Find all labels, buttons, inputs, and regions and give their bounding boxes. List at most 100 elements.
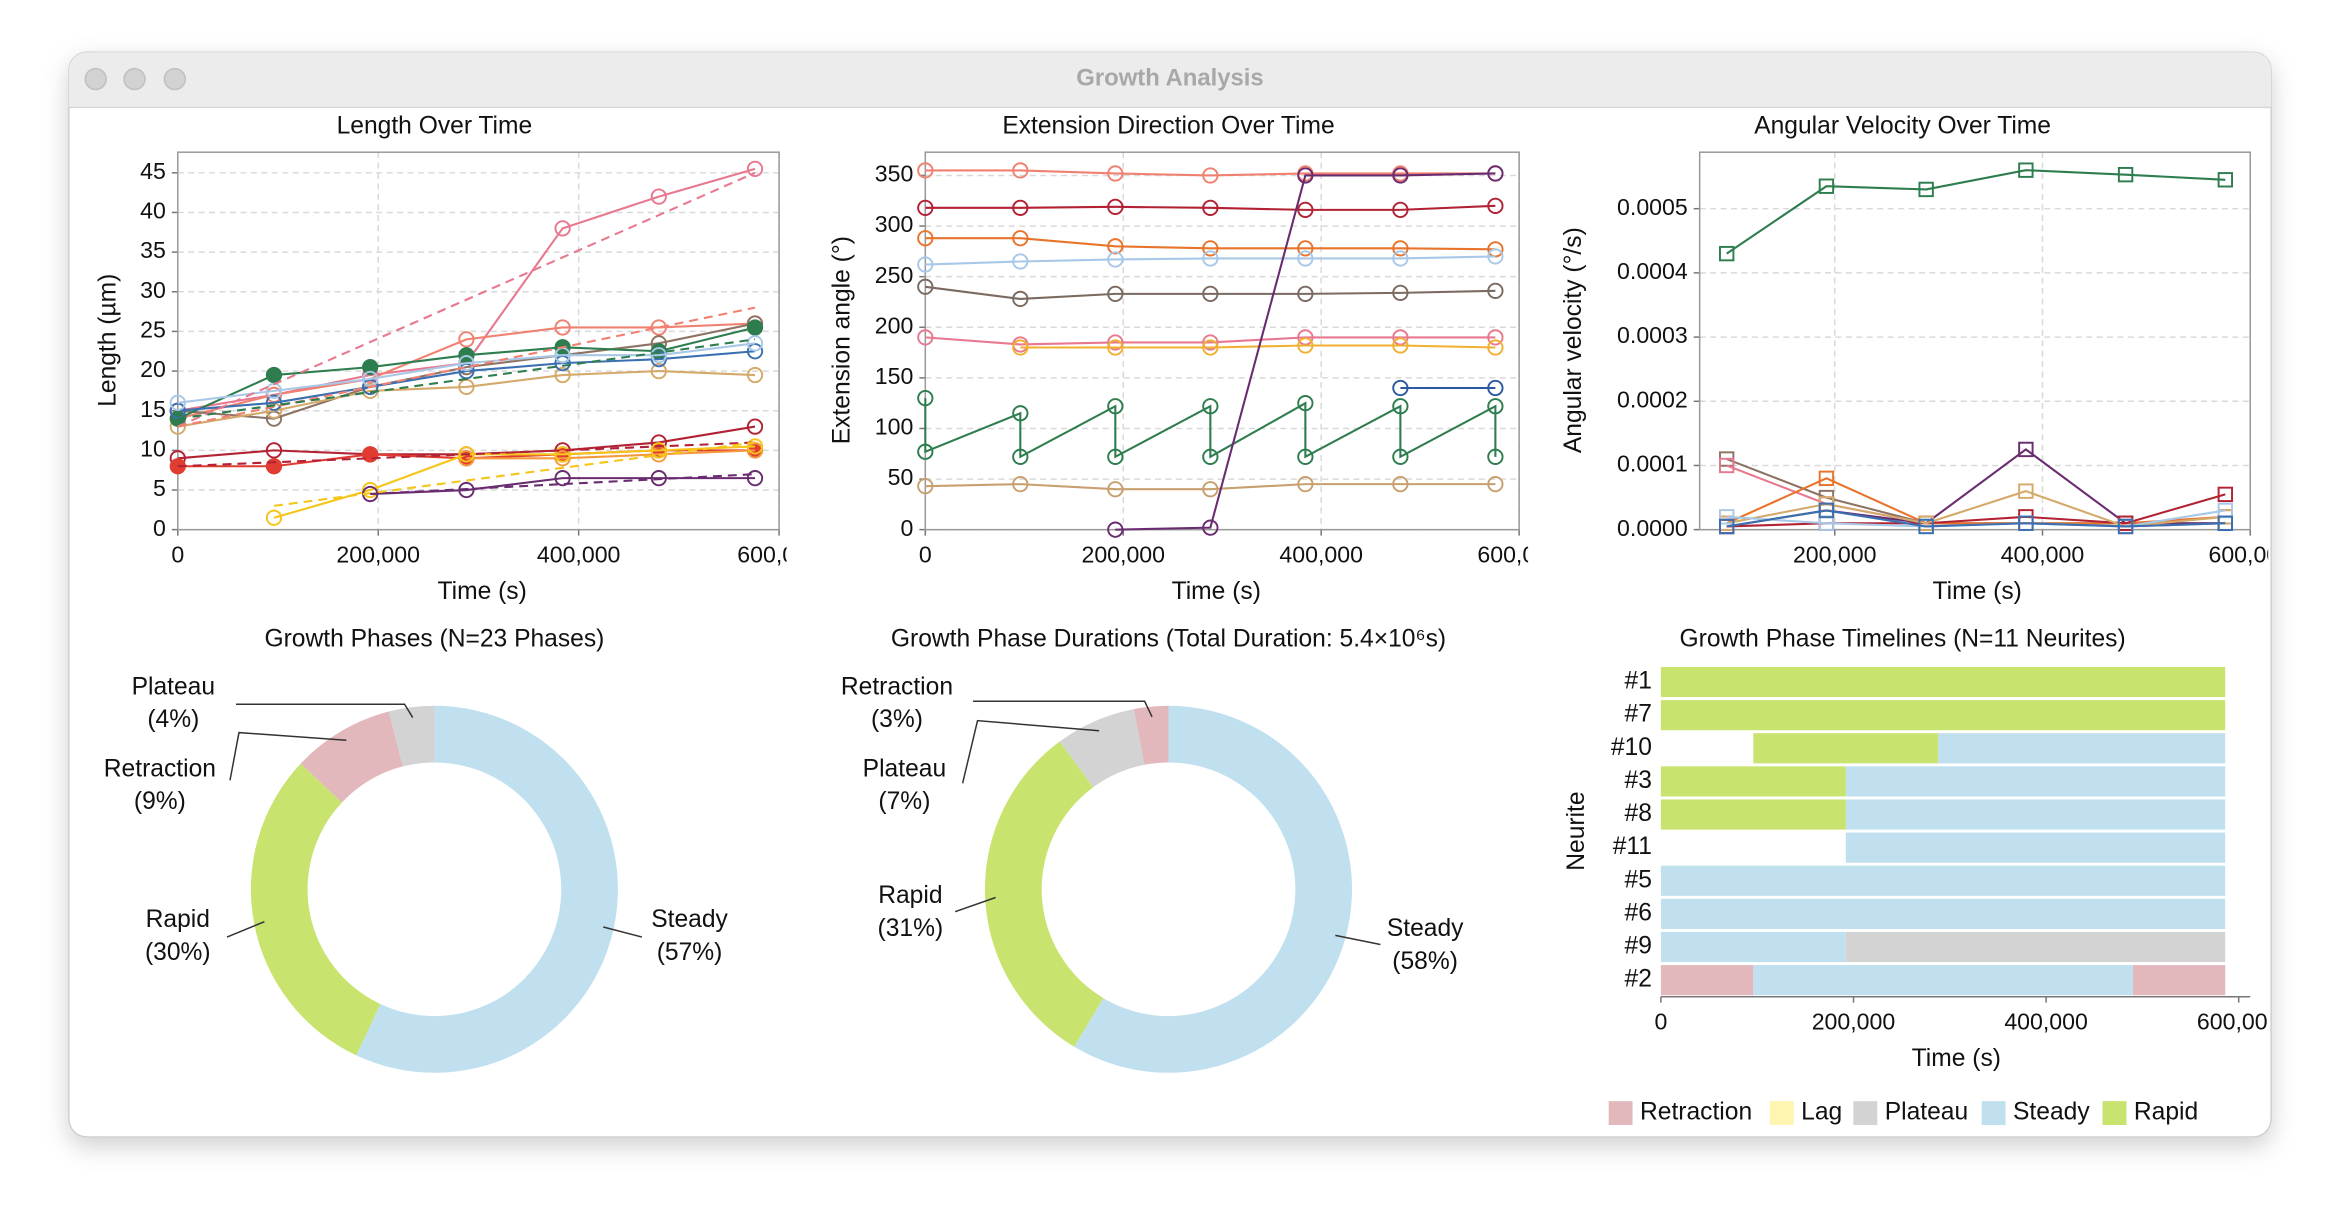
y-tick-label: 45	[140, 158, 166, 184]
marker	[746, 335, 764, 352]
marker	[2217, 172, 2234, 188]
x-tick-label: 400,000	[2004, 1009, 2088, 1035]
phase-bar	[1660, 965, 1754, 996]
marker	[917, 329, 934, 346]
row-label: #3	[1625, 767, 1652, 794]
marker	[1202, 481, 1219, 498]
marker	[1107, 339, 1124, 356]
marker	[362, 481, 379, 499]
marker	[1012, 339, 1029, 356]
marker	[917, 278, 934, 295]
segment-label: Retraction	[104, 755, 216, 782]
marker	[1107, 165, 1124, 182]
y-tick-label: 150	[875, 363, 914, 389]
series-line	[1726, 490, 2226, 528]
marker	[2217, 486, 2234, 503]
marker	[746, 160, 764, 177]
marker	[554, 450, 571, 467]
leader-line	[603, 926, 642, 938]
series-line	[1726, 169, 2226, 255]
segment-value-label: (58%)	[1392, 948, 1458, 975]
x-tick-label: 200,000	[1812, 1009, 1896, 1035]
marker	[1297, 337, 1314, 354]
legend-label: Steady	[2013, 1099, 2090, 1126]
y-tick-label: 0.0003	[1617, 322, 1688, 348]
leader-line	[226, 921, 265, 938]
phase-bar	[1753, 965, 2133, 996]
x-tick-label: 600,000	[2208, 542, 2292, 568]
y-tick-label: 0.0001	[1617, 451, 1688, 477]
y-axis-label: Angular velocity (°/s)	[1560, 227, 1587, 453]
marker	[1202, 519, 1219, 536]
marker	[1818, 178, 1835, 194]
legend-label: Rapid	[2134, 1099, 2198, 1126]
minimize-button[interactable]	[123, 67, 146, 91]
phase-bar	[1753, 733, 1939, 764]
marker	[458, 355, 475, 372]
series-line	[925, 285, 1496, 300]
x-tick-label: 600,000	[1477, 542, 1561, 568]
marker	[650, 319, 667, 336]
chart-title: Length Over Time	[337, 112, 533, 139]
marker	[1918, 518, 1934, 535]
close-button[interactable]	[84, 67, 107, 91]
marker	[650, 362, 667, 380]
row-label: #11	[1613, 833, 1652, 860]
marker	[2117, 518, 2134, 535]
marker	[917, 389, 934, 407]
marker	[1202, 250, 1219, 267]
fit-line	[273, 441, 756, 507]
marker	[265, 366, 283, 384]
series-line	[925, 204, 1496, 211]
leader-line	[961, 719, 1100, 784]
series-line	[925, 237, 1496, 251]
marker	[1818, 502, 1835, 519]
fit-line	[177, 441, 756, 468]
plot-frame	[177, 151, 780, 531]
marker	[1392, 476, 1409, 493]
marker	[458, 331, 475, 348]
marker	[1487, 339, 1504, 356]
zoom-button[interactable]	[163, 67, 186, 91]
marker	[1012, 162, 1029, 179]
series-line	[925, 483, 1496, 491]
y-tick-label: 250	[875, 262, 914, 288]
marker	[1392, 337, 1409, 354]
x-axis-label: Time (s)	[1172, 578, 1261, 605]
series-line	[1020, 344, 1496, 349]
marker	[1107, 481, 1124, 498]
marker	[917, 230, 934, 247]
marker	[1487, 476, 1504, 493]
plot-frame	[924, 151, 1520, 531]
marker	[746, 418, 764, 435]
legend-swatch	[1853, 1101, 1878, 1126]
x-tick-label: 0	[1654, 1009, 1667, 1035]
chart-title: Growth Phases (N=23 Phases)	[264, 626, 604, 653]
marker	[1202, 339, 1219, 356]
y-tick-label: 15	[140, 396, 166, 422]
marker	[746, 366, 764, 384]
marker	[917, 443, 934, 460]
marker	[458, 481, 475, 499]
marker	[1107, 521, 1124, 538]
phase-bar	[1660, 766, 1846, 797]
marker	[1392, 167, 1409, 184]
segment-value-label: (3%)	[871, 706, 923, 733]
chart-title: Growth Phase Durations (Total Duration: …	[891, 626, 1446, 653]
legend-swatch	[1981, 1101, 2006, 1126]
marker	[1107, 285, 1124, 303]
marker	[746, 470, 764, 487]
y-tick-label: 50	[888, 464, 914, 490]
title-bar	[68, 52, 2272, 108]
y-tick-label: 35	[140, 237, 166, 263]
segment-value-label: (30%)	[145, 939, 211, 966]
phase-bar	[1845, 799, 2226, 830]
series-line	[925, 255, 1496, 266]
marker	[1297, 240, 1314, 257]
phase-bar	[1660, 799, 1846, 830]
marker	[650, 188, 667, 205]
x-tick-label: 200,000	[1081, 542, 1165, 568]
marker	[1202, 448, 1219, 465]
y-tick-label: 200	[875, 312, 914, 338]
